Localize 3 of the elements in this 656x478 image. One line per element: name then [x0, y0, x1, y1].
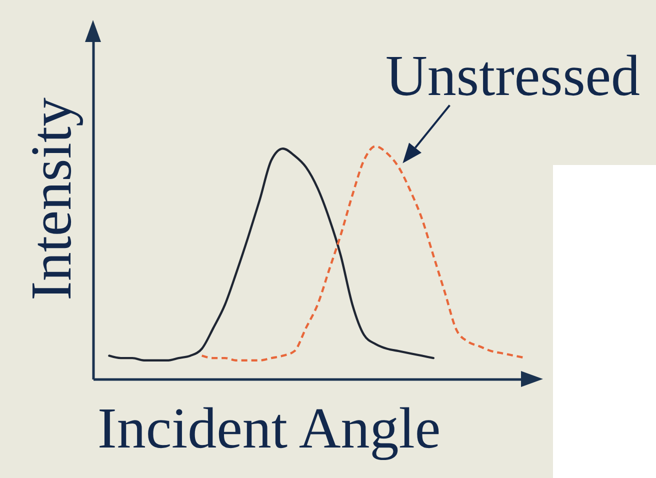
series-label: Unstressed: [386, 43, 640, 108]
x-axis-title: Incident Angle: [98, 396, 441, 460]
y-axis-title: Intensity: [18, 98, 84, 300]
